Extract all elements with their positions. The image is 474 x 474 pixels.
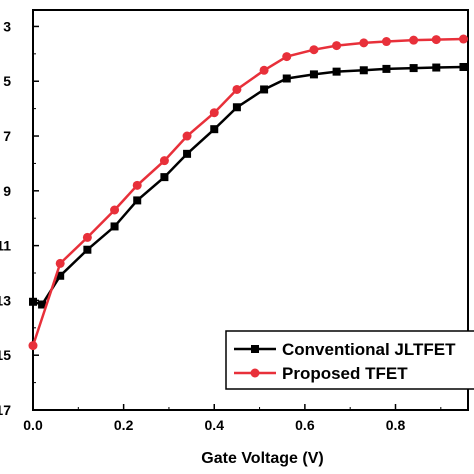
data-point <box>409 35 419 45</box>
data-point <box>210 125 219 134</box>
data-point <box>259 65 269 75</box>
x-axis-title: Gate Voltage (V) <box>201 450 323 467</box>
legend-label: Conventional JLTFET <box>282 340 456 359</box>
data-point <box>132 180 142 190</box>
x-tick-label: 0.0 <box>23 417 43 433</box>
data-point <box>432 63 441 72</box>
x-tick-label: 0.4 <box>205 417 225 433</box>
data-point <box>409 64 418 73</box>
x-tick-label: 0.6 <box>295 417 315 433</box>
plot-area <box>32 9 469 411</box>
data-point <box>182 131 192 141</box>
data-point <box>381 37 391 47</box>
legend: Conventional JLTFET Proposed TFET <box>225 330 474 390</box>
data-point <box>359 38 369 48</box>
series-line <box>31 37 464 346</box>
y-tick-label: 7 <box>3 128 11 144</box>
plot-frame <box>32 9 469 411</box>
data-point <box>232 84 242 94</box>
y-tick-label: 9 <box>3 183 11 199</box>
data-point <box>332 41 342 51</box>
data-point <box>110 222 119 231</box>
data-point <box>260 85 269 94</box>
data-point <box>282 74 291 83</box>
y-tick-label: 17 <box>0 402 11 418</box>
series-layer <box>28 34 468 351</box>
x-tick-label: 0.2 <box>114 417 134 433</box>
data-point <box>160 173 169 182</box>
data-point <box>55 258 65 268</box>
data-point <box>282 52 292 62</box>
x-axis: 0.0 0.2 0.4 0.6 0.8 <box>23 404 442 433</box>
data-point <box>28 341 38 351</box>
y-axis: 3 5 7 9 11 13 15 17 <box>0 18 39 418</box>
y-tick-label: 5 <box>3 73 11 89</box>
data-point <box>458 34 468 44</box>
y-tick-label: 15 <box>0 347 11 363</box>
data-point <box>232 103 241 112</box>
data-point <box>82 232 92 242</box>
data-point <box>209 108 219 118</box>
data-point <box>309 45 319 55</box>
series-2 <box>28 34 468 351</box>
data-point <box>183 149 192 158</box>
data-point <box>133 196 142 205</box>
y-tick-label: 13 <box>0 292 11 308</box>
x-tick-label: 0.8 <box>386 417 406 433</box>
legend-box <box>225 330 474 390</box>
data-point <box>309 70 318 79</box>
data-point <box>431 35 441 45</box>
legend-marker <box>251 345 259 353</box>
data-point <box>359 66 368 75</box>
data-point <box>459 62 468 71</box>
data-point <box>332 67 341 76</box>
data-point <box>29 297 37 306</box>
legend-label: Proposed TFET <box>282 364 408 383</box>
data-point <box>56 271 65 280</box>
legend-marker <box>250 368 260 378</box>
data-point <box>110 205 120 215</box>
data-point <box>83 245 92 254</box>
y-tick-label: 3 <box>3 18 11 34</box>
y-tick-label: 11 <box>0 238 11 254</box>
series-1 <box>29 62 468 309</box>
data-point <box>382 64 391 73</box>
data-point <box>38 300 47 309</box>
data-point <box>159 156 169 166</box>
